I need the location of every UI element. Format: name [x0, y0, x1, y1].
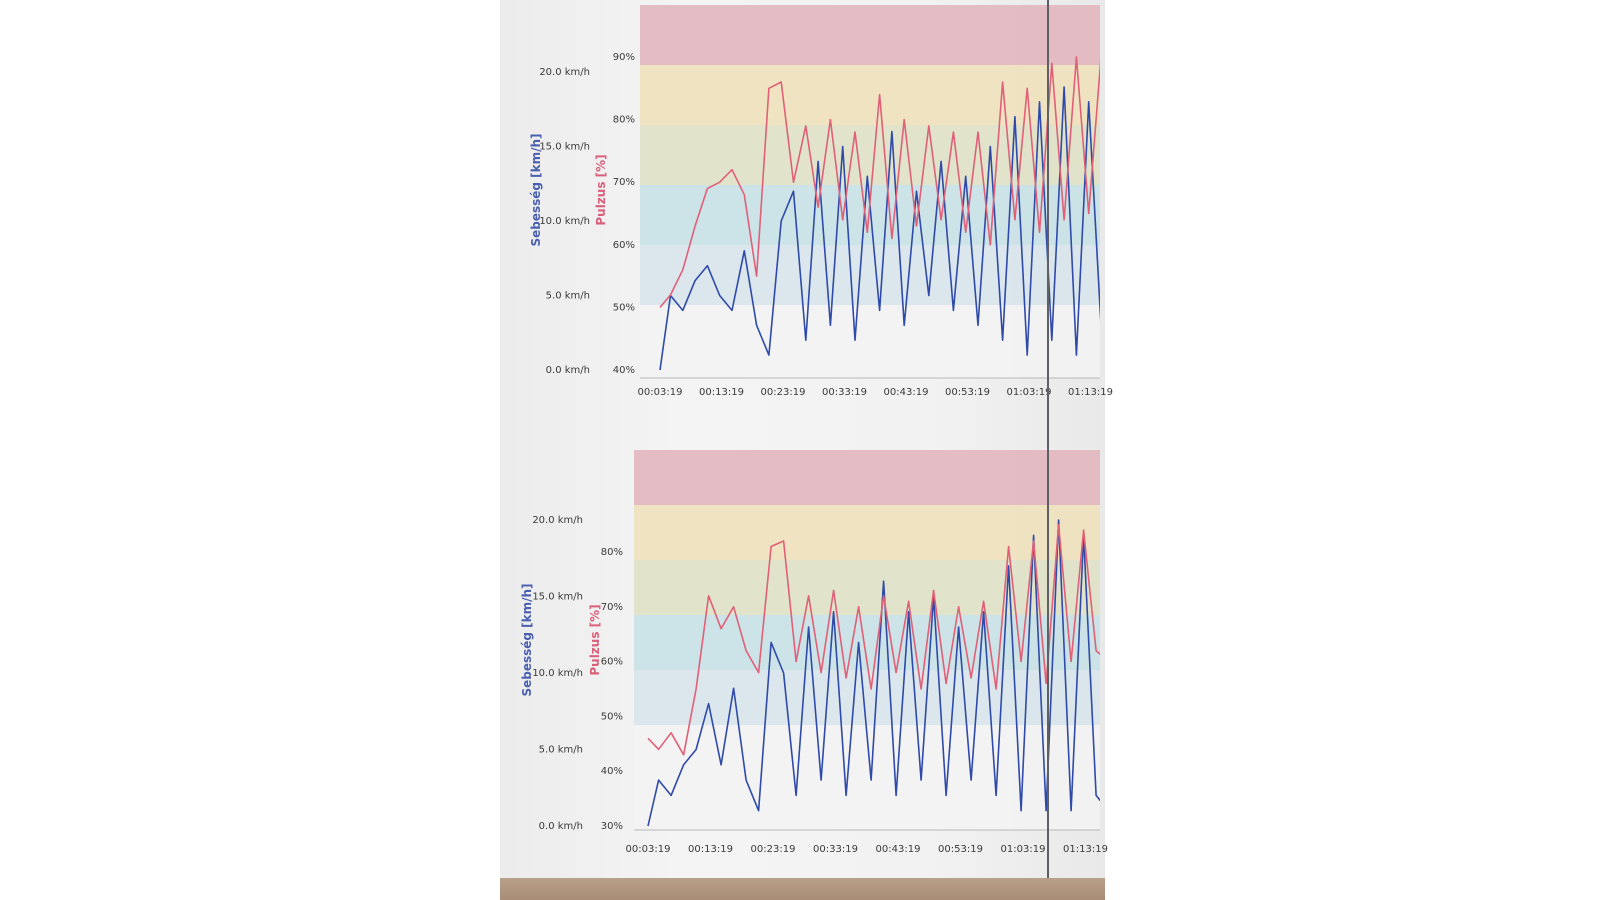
x-tick-label: 00:33:19 [822, 387, 867, 398]
x-tick-label: 00:23:19 [751, 844, 796, 855]
x-tick-label: 00:03:19 [638, 387, 683, 398]
pulse-tick-label: 40% [613, 365, 635, 376]
speed-tick-label: 20.0 km/h [539, 67, 590, 78]
speed-tick-label: 20.0 km/h [532, 515, 583, 526]
x-tick-label: 00:03:19 [626, 844, 671, 855]
x-tick-label: 00:43:19 [876, 844, 921, 855]
x-tick-label: 01:03:19 [1001, 844, 1046, 855]
pulse-series-line [647, 523, 1100, 756]
zone-band [640, 305, 1100, 378]
wooden-table-edge [500, 878, 1105, 900]
y-axis-label-speed: Sebesség [km/h] [520, 583, 534, 696]
x-tick-label: 00:23:19 [761, 387, 806, 398]
pulse-tick-label: 60% [613, 240, 635, 251]
speed-tick-label: 0.0 km/h [539, 821, 583, 832]
speed-tick-label: 5.0 km/h [539, 745, 583, 756]
zone-band [640, 65, 1100, 125]
pulse-series-line [659, 56, 1100, 308]
pulse-tick-label: 80% [613, 115, 635, 126]
zone-band [640, 5, 1100, 65]
pulse-tick-label: 70% [613, 177, 635, 188]
x-tick-label: 00:13:19 [699, 387, 744, 398]
x-tick-label: 01:03:19 [1007, 387, 1052, 398]
speed-tick-label: 10.0 km/h [539, 216, 590, 227]
y-axis-label-pulse: Pulzus [%] [594, 154, 608, 225]
zone-band [634, 505, 1100, 560]
x-tick-label: 01:13:19 [1068, 387, 1113, 398]
speed-tick-label: 15.0 km/h [539, 142, 590, 153]
x-tick-label: 00:33:19 [813, 844, 858, 855]
speed-tick-label: 5.0 km/h [546, 291, 590, 302]
speed-tick-label: 10.0 km/h [532, 668, 583, 679]
zone-band [634, 670, 1100, 725]
pulse-tick-label: 50% [601, 711, 623, 722]
chart-bottom: 0.0 km/h 5.0 km/h 10.0 km/h 15.0 km/h 20.0 k… [520, 450, 1108, 855]
x-tick-label: 00:43:19 [884, 387, 929, 398]
speed-tick-label: 0.0 km/h [546, 365, 590, 376]
pulse-tick-label: 50% [613, 302, 635, 313]
chart-top: 0.0 km/h 5.0 km/h 10.0 km/h 15.0 km/h 20.0 k… [529, 5, 1113, 398]
y-axis-label-pulse: Pulzus [%] [588, 604, 602, 675]
x-tick-label: 01:13:19 [1063, 844, 1108, 855]
x-tick-label: 00:53:19 [945, 387, 990, 398]
x-tick-label: 00:53:19 [938, 844, 983, 855]
pulse-tick-label: 70% [601, 602, 623, 613]
zone-band [634, 450, 1100, 505]
pulse-tick-label: 90% [613, 52, 635, 63]
pulse-tick-label: 80% [601, 547, 623, 558]
y-axis-label-speed: Sebesség [km/h] [529, 133, 543, 246]
pulse-tick-label: 60% [601, 657, 623, 668]
speed-series-line [659, 86, 1100, 371]
pulse-tick-label: 30% [601, 821, 623, 832]
x-tick-label: 00:13:19 [688, 844, 733, 855]
speed-series-line [647, 519, 1100, 827]
pulse-tick-label: 40% [601, 766, 623, 777]
speed-tick-label: 15.0 km/h [532, 592, 583, 603]
